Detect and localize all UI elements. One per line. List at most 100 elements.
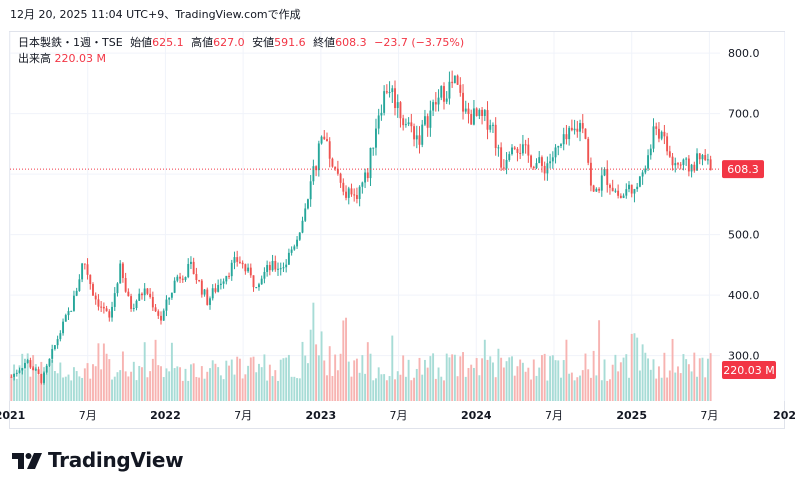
volume-bar (92, 364, 94, 401)
candle-body (116, 283, 119, 294)
volume-bar (56, 373, 59, 401)
candle-body (492, 124, 494, 126)
candle-body (45, 365, 48, 373)
volume-bar (470, 364, 473, 401)
volume-bar (492, 362, 494, 401)
candle-body (611, 187, 614, 192)
candle-body (524, 144, 527, 146)
volume-bar (206, 371, 209, 401)
candle-body (358, 186, 361, 199)
candle-body (660, 131, 663, 139)
volume-bar (647, 358, 650, 401)
candle-body (119, 263, 122, 284)
candle-body (549, 161, 552, 164)
candle-body (195, 274, 198, 280)
candle-body (706, 159, 709, 161)
candle-body (143, 288, 146, 296)
volume-bar (418, 357, 421, 401)
candle-body (179, 276, 182, 279)
volume-bar (89, 378, 92, 401)
volume-bar (192, 363, 195, 401)
chart-timestamp: 12月 20, 2025 11:04 UTC+9、TradingView.com… (10, 8, 301, 21)
volume-bar (508, 357, 511, 401)
candle-body (598, 188, 601, 191)
volume-bar (279, 359, 282, 401)
volume-bar (157, 365, 160, 401)
symbol-label[interactable]: 日本製鉄・1週・TSE (18, 36, 123, 49)
candle-body (440, 86, 443, 98)
volume-bar (581, 370, 584, 401)
x-tick-label: 2022 (150, 409, 181, 422)
volume-bar (551, 355, 554, 401)
volume-bar (116, 372, 119, 401)
candle-body (587, 138, 590, 163)
volume-bar (540, 355, 543, 401)
volume-bar (693, 352, 696, 401)
volume-bar (293, 376, 296, 401)
volume-bar (26, 353, 29, 401)
close-value: 608.3 (335, 36, 367, 49)
volume-bar (154, 339, 157, 401)
volume-bar (513, 375, 516, 401)
volume-bar (228, 365, 230, 401)
volume-bar (37, 374, 40, 401)
volume-bar (149, 371, 152, 401)
volume-bar (361, 355, 364, 401)
candle-body (666, 136, 669, 152)
candle-body (377, 115, 380, 129)
volume-bar (225, 360, 228, 401)
candle-body (105, 308, 108, 312)
volume-bar (266, 380, 269, 401)
volume-bar (652, 359, 655, 401)
x-tick-label: 7月 (700, 409, 718, 422)
volume-bar (342, 320, 345, 401)
candle-body (456, 75, 459, 85)
volume-bar (113, 376, 116, 401)
candle-body (671, 156, 674, 166)
candle-body (342, 182, 345, 192)
candle-body (513, 147, 516, 149)
volume-bar (679, 373, 682, 401)
volume-bar (657, 366, 660, 401)
candle-body (434, 102, 437, 105)
volume-bar (402, 355, 405, 401)
candle-body (192, 261, 195, 275)
volume-bar (350, 376, 353, 401)
candle-body (173, 280, 176, 293)
candle-body (698, 153, 701, 160)
volume-bar (383, 374, 386, 401)
candle-body (83, 263, 86, 265)
volume-bar (524, 371, 527, 401)
volume-bar (573, 380, 576, 401)
tradingview-logo[interactable]: TradingView (12, 448, 184, 472)
candle-body (184, 277, 187, 280)
candle-body (296, 239, 299, 247)
candle-body (56, 339, 59, 346)
volume-bar (10, 374, 13, 401)
candle-body (187, 263, 190, 278)
candle-body (423, 116, 426, 125)
volume-bar (704, 377, 707, 401)
volume-bar (62, 377, 65, 401)
volume-bar (366, 342, 369, 401)
candle-body (247, 267, 250, 272)
volume-bar (236, 356, 239, 401)
volume-bar (100, 369, 103, 401)
volume-label: 出来高 (18, 52, 51, 65)
candle-body (345, 191, 347, 198)
volume-bar (132, 361, 135, 401)
volume-bar (565, 339, 568, 401)
volume-bar (102, 343, 105, 401)
volume-bar (274, 370, 277, 401)
candle-body (230, 262, 233, 277)
current-price-tag-label: 608.3 (727, 163, 759, 176)
candle-body (130, 296, 133, 309)
candle-body (113, 293, 116, 307)
volume-bar (682, 354, 685, 401)
candle-body (554, 147, 557, 158)
candle-body (260, 278, 263, 285)
candles (10, 70, 712, 385)
candle-body (15, 372, 18, 374)
candle-body (285, 264, 288, 268)
